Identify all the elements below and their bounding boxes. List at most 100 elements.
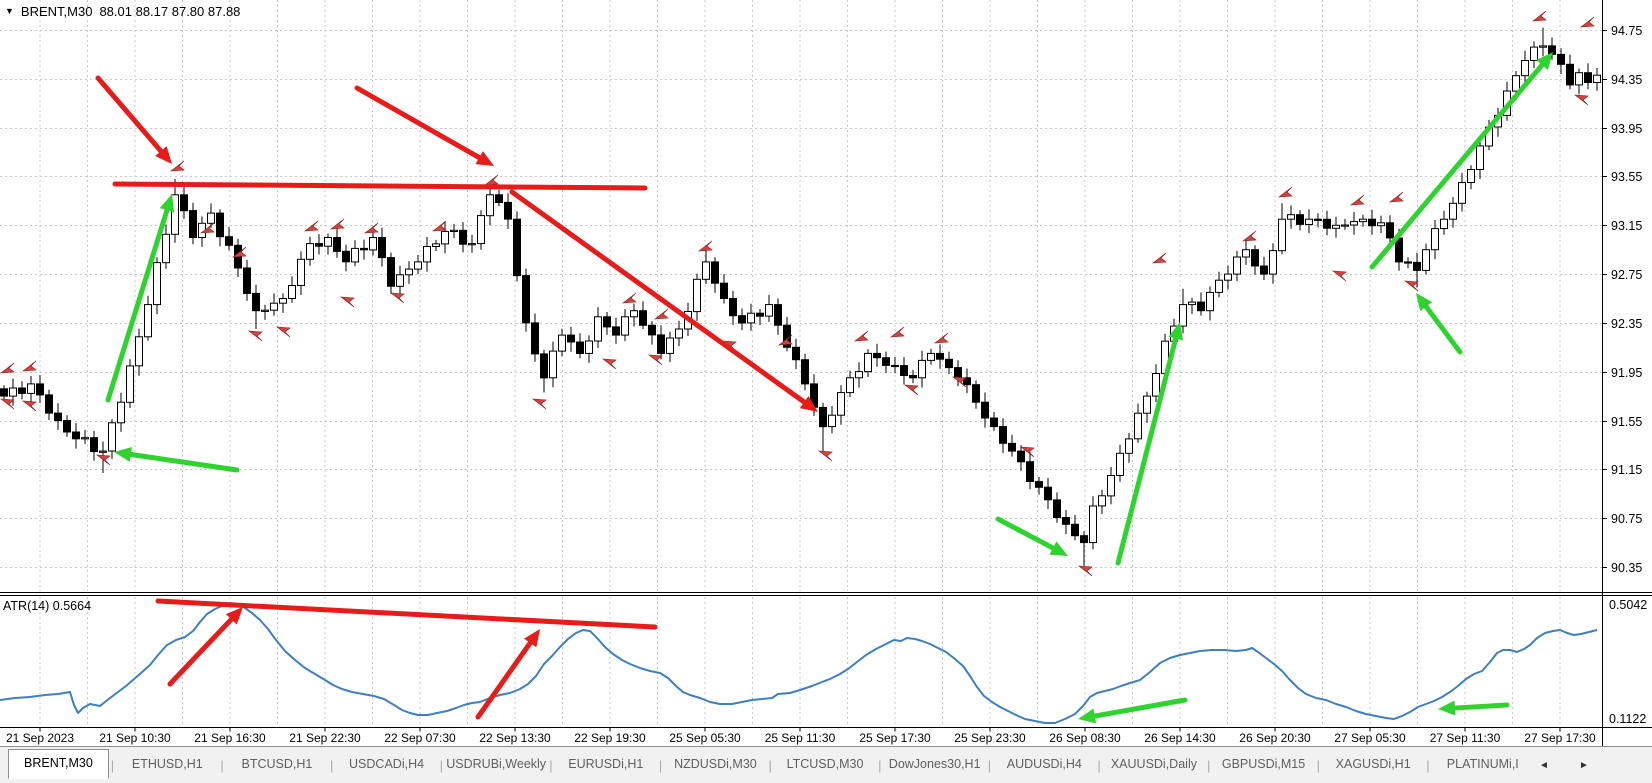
tab-scroll-left-icon[interactable]: ◄ — [1539, 759, 1549, 771]
candle-body — [522, 275, 530, 324]
candle-body — [1521, 60, 1529, 77]
red-arrow[interactable] — [354, 85, 485, 162]
candle-body — [954, 367, 962, 379]
candle-body — [981, 401, 989, 419]
red-arrow[interactable] — [95, 75, 166, 156]
candle-body — [945, 358, 953, 369]
tab-item[interactable]: LTCUSD,M30 — [786, 757, 864, 771]
candle-body — [342, 250, 350, 263]
candle-body — [1008, 442, 1016, 452]
candle-body — [1413, 261, 1421, 271]
chart-header: ▼ BRENT,M30 88.01 88.17 87.80 87.88 — [5, 4, 240, 19]
chart-canvas[interactable]: 94.75 94.35 93.95 93.55 93.15 92.75 92.35 91.95… — [0, 0, 1652, 746]
candle-body — [630, 310, 638, 318]
tab-item[interactable]: EURUSDi,H1 — [568, 757, 644, 771]
tab-item[interactable]: DowJones30,H1 — [888, 757, 981, 771]
candle-body — [855, 371, 863, 379]
candle-body — [1062, 517, 1070, 525]
tab-item[interactable]: GBPUSDi,M15 — [1221, 757, 1306, 771]
tab-item[interactable]: USDRUBi,Weekly — [446, 757, 547, 771]
candle-body — [711, 261, 719, 284]
candle-body — [1107, 475, 1115, 497]
time-axis-label: 27 Sep 05:30 — [1334, 731, 1406, 745]
green-arrow-head — [114, 447, 132, 462]
candle-body — [180, 194, 188, 212]
candle-body — [504, 201, 512, 220]
candle-body — [603, 316, 611, 328]
candle-body — [612, 326, 620, 336]
candle-body — [1197, 301, 1205, 312]
fractal-up-icon — [1532, 10, 1547, 22]
candle-body — [1278, 218, 1286, 252]
green-arrow[interactable] — [1421, 301, 1463, 355]
fractal-down-icon — [96, 454, 111, 466]
candle-body — [729, 298, 737, 317]
atr-red-arrow[interactable] — [475, 637, 535, 720]
tab-item[interactable]: XAGUSDi,H1 — [1335, 757, 1411, 771]
candle-body — [36, 383, 44, 396]
ohlc-values: 88.01 88.17 87.80 87.88 — [99, 4, 241, 19]
atr-red-arrow[interactable] — [167, 614, 236, 687]
candle-body — [882, 357, 890, 366]
green-arrow[interactable] — [1115, 333, 1180, 566]
candle-body — [450, 229, 458, 233]
candle-body — [594, 316, 602, 342]
tab-brent-m30-active[interactable]: BRENT,M30 — [8, 749, 109, 779]
symbol-collapse-icon[interactable]: ▼ — [5, 6, 14, 16]
tab-separator: | — [768, 757, 772, 773]
candle-body — [441, 230, 449, 245]
candle-body — [432, 243, 440, 247]
candle-body — [990, 417, 998, 428]
green-arrow[interactable] — [995, 516, 1059, 552]
tab-separator: | — [330, 757, 334, 773]
red-trendline[interactable] — [112, 181, 648, 191]
candle-body — [324, 237, 332, 247]
candle-body — [1584, 72, 1592, 83]
tab-item[interactable]: ETHUSD,H1 — [131, 757, 203, 771]
time-axis-label: 25 Sep 23:30 — [954, 731, 1026, 745]
candle-body — [1458, 182, 1466, 204]
candle-body — [360, 247, 368, 251]
candle-body — [486, 194, 494, 217]
tab-item[interactable]: BTCUSD,H1 — [241, 757, 313, 771]
candle-body — [1296, 214, 1304, 225]
atr-red-trendline[interactable] — [155, 598, 658, 630]
atr-green-arrow[interactable] — [1449, 702, 1510, 711]
tab-item[interactable]: XAUUSDi,Daily — [1110, 757, 1197, 771]
fractal-up-icon — [934, 332, 949, 344]
candle-body — [1575, 72, 1583, 86]
price-axis-label: 93.15 — [1611, 219, 1642, 233]
tab-item[interactable]: USDCADi,H4 — [349, 757, 425, 771]
candle-body — [1467, 169, 1475, 183]
candle-body — [963, 377, 971, 386]
candle-body — [405, 268, 413, 276]
red-arrow[interactable] — [509, 189, 810, 407]
green-arrow[interactable] — [125, 451, 240, 473]
tab-scroll-right-icon[interactable]: ► — [1579, 759, 1589, 771]
tab-item[interactable]: PLATINUMi,I — [1446, 757, 1519, 771]
tab-item[interactable]: NZDUSDi,M30 — [674, 757, 757, 771]
candle-body — [927, 352, 935, 361]
fractal-down-icon — [1332, 270, 1347, 282]
tab-separator: | — [987, 757, 992, 773]
candle-body — [1179, 304, 1187, 327]
candle-body — [1188, 301, 1196, 306]
candle-body — [756, 312, 764, 317]
candle-body — [189, 210, 197, 239]
tab-item[interactable]: AUDUSDi,H4 — [1006, 757, 1082, 771]
candle-body — [540, 353, 548, 379]
candle-body — [1386, 222, 1394, 239]
atr-green-arrow-head — [1078, 708, 1097, 724]
candle-body — [1323, 218, 1331, 229]
atr-green-arrow[interactable] — [1089, 697, 1188, 720]
candle-body — [252, 292, 260, 312]
chart-tab-bar: BRENT,M30 | ETHUSD,H1 | BTCUSD,H1 | USDCADi,H… — [0, 746, 1652, 783]
symbol-period-label: BRENT,M30 — [20, 4, 93, 19]
fractal-up-icon — [622, 292, 637, 304]
fractal-up-icon — [170, 160, 185, 172]
candle-body — [558, 334, 566, 352]
fractal-down-icon — [0, 398, 15, 410]
candle-body — [315, 243, 323, 247]
green-arrow[interactable] — [105, 204, 171, 403]
green-arrow[interactable] — [1369, 60, 1547, 270]
